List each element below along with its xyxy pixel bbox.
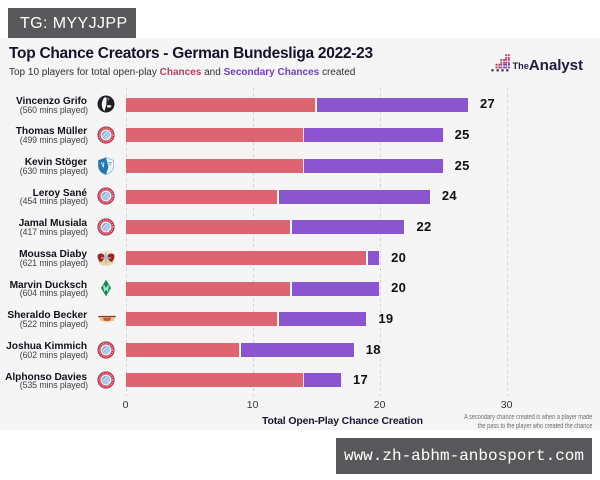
svg-text:Analyst: Analyst [529,57,583,73]
svg-text:The: The [513,61,529,71]
